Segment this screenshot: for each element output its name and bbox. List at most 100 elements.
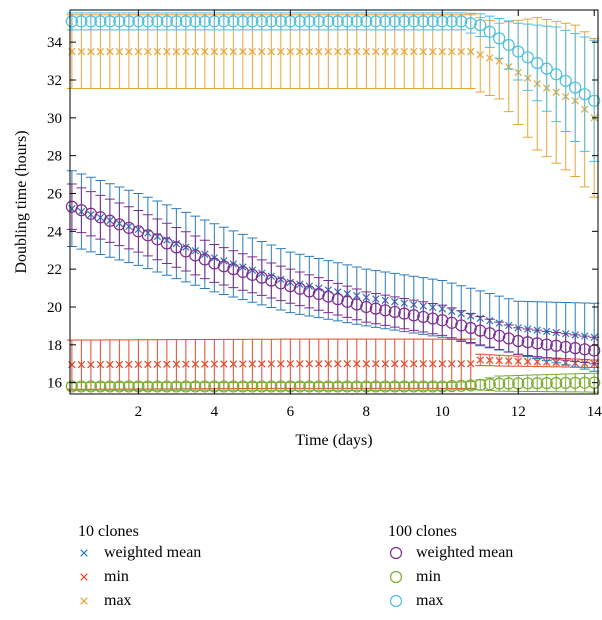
data-point xyxy=(569,81,582,94)
legend-marker-10-clones-weighted-mean xyxy=(80,549,88,557)
data-point xyxy=(286,360,295,368)
data-point xyxy=(445,316,458,329)
data-point xyxy=(106,360,114,369)
error-bar xyxy=(484,318,495,348)
error-bar xyxy=(342,285,353,318)
data-point xyxy=(448,360,456,368)
error-bar xyxy=(446,307,457,339)
data-point xyxy=(303,380,316,393)
error-bar xyxy=(66,183,77,230)
data-point xyxy=(540,62,553,75)
error-bar xyxy=(332,282,343,316)
error-bar xyxy=(522,328,533,356)
data-point xyxy=(274,15,287,28)
data-point xyxy=(255,15,268,28)
data-point xyxy=(502,38,515,52)
x-tick-label: 2 xyxy=(135,404,143,420)
data-point xyxy=(134,360,143,369)
x-axis-title: Time (days) xyxy=(295,432,372,449)
data-point xyxy=(293,380,306,393)
data-point xyxy=(521,51,534,64)
y-tick-label: 28 xyxy=(47,149,62,165)
series-10-clones-weighted-mean xyxy=(66,170,600,372)
data-point xyxy=(502,332,515,345)
series-100-clones-weighted-mean xyxy=(65,183,601,365)
error-bar xyxy=(228,250,239,289)
data-point xyxy=(476,51,484,59)
data-point xyxy=(372,47,380,56)
data-point xyxy=(305,360,314,368)
data-point xyxy=(343,47,352,56)
data-point xyxy=(438,360,446,368)
data-point xyxy=(87,47,95,56)
data-point xyxy=(293,282,306,295)
data-point xyxy=(94,380,107,393)
data-point xyxy=(559,340,572,354)
data-point xyxy=(210,47,219,56)
data-point xyxy=(457,360,465,368)
error-bar xyxy=(114,202,125,247)
data-point xyxy=(134,47,143,56)
data-point xyxy=(524,357,532,366)
data-point xyxy=(531,377,544,390)
data-point xyxy=(540,377,553,390)
data-point xyxy=(274,380,287,393)
data-point xyxy=(350,15,363,28)
error-bar xyxy=(389,296,400,328)
data-point xyxy=(201,360,209,368)
data-point xyxy=(379,304,392,317)
data-point xyxy=(353,47,361,56)
data-point xyxy=(331,15,344,28)
data-point xyxy=(417,380,430,393)
data-point xyxy=(125,47,133,56)
data-point xyxy=(322,290,335,303)
data-point xyxy=(350,298,363,311)
data-point xyxy=(419,360,427,368)
data-point xyxy=(305,47,314,56)
data-point xyxy=(429,360,437,368)
error-bar xyxy=(570,33,581,142)
data-point xyxy=(227,263,240,276)
error-bar xyxy=(484,15,495,48)
data-point xyxy=(483,25,496,38)
data-point xyxy=(362,47,371,56)
error-bar xyxy=(579,36,590,152)
y-tick-label: 16 xyxy=(47,376,63,392)
error-bar xyxy=(503,20,514,70)
data-point xyxy=(495,57,503,65)
data-point xyxy=(113,380,126,393)
error-bar xyxy=(161,222,172,264)
data-point xyxy=(324,47,333,56)
error-bar xyxy=(152,218,163,261)
y-axis-title: Doubling time (hours) xyxy=(13,130,30,273)
data-point xyxy=(588,94,601,107)
error-bar xyxy=(475,315,486,346)
data-point xyxy=(303,285,316,298)
data-point xyxy=(341,380,354,393)
data-point xyxy=(569,342,582,355)
data-point xyxy=(410,47,418,56)
error-bar xyxy=(95,194,106,240)
data-point xyxy=(265,274,278,287)
data-point xyxy=(407,15,420,28)
data-point xyxy=(540,338,553,351)
data-point xyxy=(286,47,295,56)
data-point xyxy=(429,47,437,56)
data-point xyxy=(284,280,297,293)
data-point xyxy=(201,47,209,56)
data-point xyxy=(448,47,456,56)
data-point xyxy=(381,47,390,56)
data-point xyxy=(96,360,105,369)
data-point xyxy=(486,54,494,62)
legend-marker-10-clones-min xyxy=(80,573,88,581)
data-point xyxy=(172,47,181,56)
data-point xyxy=(379,380,392,393)
data-point xyxy=(77,360,86,369)
data-point xyxy=(170,380,183,393)
error-bar xyxy=(285,268,296,304)
data-point xyxy=(160,15,173,28)
error-bar xyxy=(427,302,438,335)
y-tick-label: 20 xyxy=(47,300,62,316)
data-point xyxy=(189,15,202,28)
data-point xyxy=(312,287,325,301)
